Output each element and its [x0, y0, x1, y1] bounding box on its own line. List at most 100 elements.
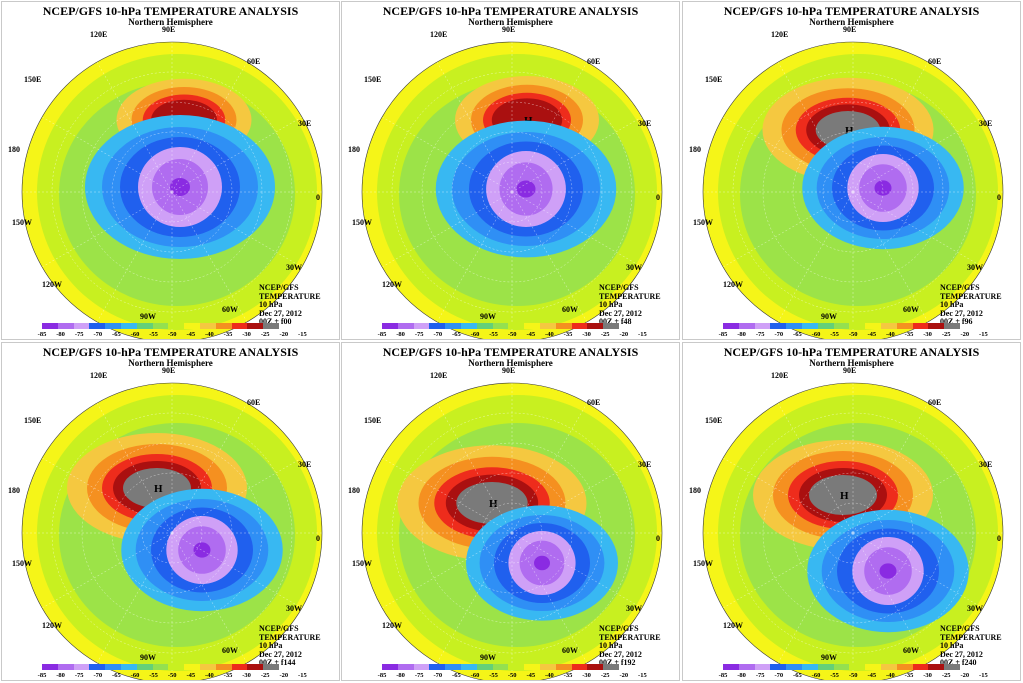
colorbar-tick-label: -40	[545, 672, 554, 679]
colorbar-swatch	[786, 323, 802, 329]
lon-label-30w: 30W	[286, 263, 302, 272]
colorbar-swatch	[247, 664, 264, 670]
meridian-line	[171, 457, 303, 534]
panel-title: NCEP/GFS 10-hPa TEMPERATURE ANALYSIS	[42, 345, 299, 359]
colorbar-tick-label: -70	[433, 672, 443, 679]
info-variable: TEMPERATURE	[940, 291, 1002, 301]
polar-stereographic-map: H 120E 90E 60E 150E 30E 180 0 150W 30W 1…	[348, 25, 663, 339]
colorbar-tick-label: -20	[619, 331, 629, 338]
colorbar-tick-label: -30	[923, 331, 932, 338]
colorbar-tick-label: -85	[718, 331, 728, 338]
colorbar-swatch	[555, 664, 572, 670]
lon-label-150w: 150W	[693, 559, 713, 568]
colorbar-tick-label: -60	[811, 672, 821, 679]
lon-label-60w: 60W	[903, 646, 919, 655]
colorbar-swatch	[382, 323, 398, 329]
colorbar-swatch	[508, 664, 525, 670]
meridian-line	[171, 532, 248, 664]
meridian-line	[381, 116, 513, 193]
meridian-line	[852, 402, 929, 534]
polar-stereographic-map: H 120E 90E 60E 150E 30E 180 0 150W 30W 1…	[689, 366, 1004, 680]
meridian-line	[41, 532, 173, 609]
meridian-line	[41, 191, 173, 268]
map-panel-4: NCEP/GFS 10-hPa TEMPERATURE ANALYSIS Nor…	[1, 342, 340, 681]
colorbar-swatch	[896, 323, 913, 329]
colorbar-tick-label: -80	[56, 331, 65, 338]
colorbar-tick-label: -35	[904, 672, 914, 679]
colorbar-swatch	[833, 664, 850, 670]
info-level: 10 hPa	[259, 300, 283, 309]
lon-label-120w: 120W	[723, 280, 743, 289]
high-label: H	[154, 483, 163, 495]
info-level: 10 hPa	[259, 641, 283, 650]
colorbar-tick-label: -80	[396, 331, 405, 338]
lon-label-150w: 150W	[352, 559, 372, 568]
colorbar-swatch	[397, 323, 414, 329]
colorbar-swatch	[492, 664, 509, 670]
colorbar-tick-label: -50	[167, 672, 177, 679]
colorbar-tick-label: -25	[260, 672, 270, 679]
lon-label-150w: 150W	[352, 218, 372, 227]
lon-label-150e: 150E	[364, 416, 381, 425]
panel-subtitle: Northern Hemisphere	[468, 17, 553, 27]
meridian-line	[171, 61, 248, 193]
colorbar-tick-label: -85	[37, 672, 47, 679]
colorbar-swatch	[539, 323, 556, 329]
meridian-line	[722, 457, 854, 534]
colorbar-swatch	[231, 664, 248, 670]
colorbar-swatch	[754, 664, 771, 670]
lon-label-90e: 90E	[843, 25, 856, 34]
colorbar-swatch	[896, 664, 913, 670]
lon-label-0: 0	[656, 534, 660, 543]
meridian-line	[436, 532, 513, 664]
lon-label-90e: 90E	[502, 25, 515, 34]
colorbar	[723, 664, 960, 670]
colorbar-tick-label: -20	[279, 672, 289, 679]
colorbar-swatch	[603, 323, 619, 329]
colorbar-tick-label: -45	[526, 331, 536, 338]
panel-title: NCEP/GFS 10-hPa TEMPERATURE ANALYSIS	[723, 345, 980, 359]
colorbar-tick-label: -55	[489, 672, 498, 679]
lon-label-120e: 120E	[771, 371, 788, 380]
colorbar-tick-label: -65	[112, 331, 121, 338]
colorbar-tick-label: -25	[941, 672, 951, 679]
info-block: NCEP/GFS TEMPERATURE 10 hPa Dec 27, 2012…	[259, 283, 321, 327]
info-date: Dec 27, 2012	[599, 308, 642, 318]
lon-label-120w: 120W	[42, 280, 62, 289]
lon-label-180: 180	[8, 145, 20, 154]
colorbar-swatch	[152, 664, 169, 670]
colorbar-tick-label: -80	[737, 331, 746, 338]
cold-vortex-contour-5	[516, 180, 536, 198]
meridian-line	[381, 191, 513, 268]
colorbar-tick-label: -70	[774, 331, 784, 338]
colorbar-tick-label: -80	[396, 672, 405, 679]
lon-label-90e: 90E	[502, 366, 515, 375]
info-model: NCEP/GFS	[940, 624, 980, 633]
colorbar-tick-label: -65	[112, 672, 121, 679]
colorbar-tick-label: -35	[223, 672, 233, 679]
lon-label-120w: 120W	[723, 621, 743, 630]
colorbar-tick-label: -30	[242, 331, 251, 338]
colorbar	[382, 323, 619, 329]
colorbar-tick-label: -35	[904, 331, 914, 338]
colorbar-tick-label: -70	[433, 331, 443, 338]
colorbar-swatch	[912, 664, 929, 670]
colorbar-swatch	[801, 323, 818, 329]
map-panel-2: NCEP/GFS 10-hPa TEMPERATURE ANALYSIS Nor…	[341, 1, 680, 340]
colorbar	[42, 664, 279, 670]
colorbar-tick-label: -25	[600, 331, 610, 338]
meridian-line	[171, 191, 248, 323]
lon-label-30w: 30W	[967, 263, 983, 272]
meridian-line	[852, 532, 984, 609]
lon-label-120e: 120E	[90, 30, 107, 39]
colorbar-swatch	[524, 323, 540, 329]
colorbar-labels: -85 -80 -75 -70 -65 -60 -55 -50 -45 -40 -35 -30 -25 -…	[34, 672, 314, 680]
info-level: 10 hPa	[940, 641, 964, 650]
high-label: H	[489, 498, 498, 510]
colorbar-swatch	[184, 323, 200, 329]
colorbar-tick-label: -65	[452, 331, 461, 338]
info-variable: TEMPERATURE	[259, 291, 321, 301]
colorbar-swatch	[382, 664, 398, 670]
colorbar-swatch	[928, 323, 945, 329]
colorbar-swatch	[770, 323, 787, 329]
